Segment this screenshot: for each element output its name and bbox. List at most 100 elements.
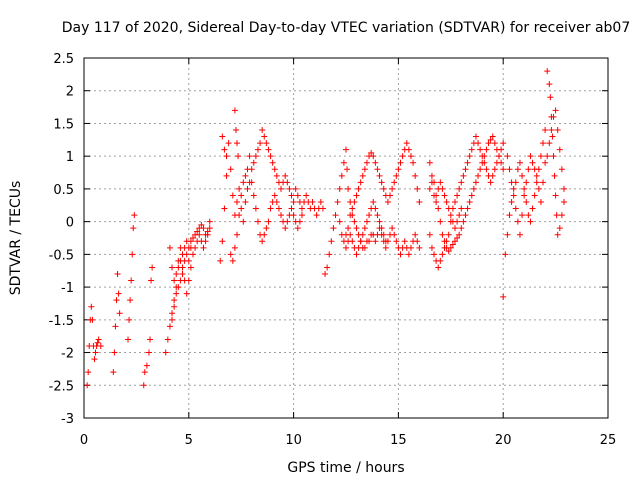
data-point: [387, 192, 394, 199]
data-point: [443, 238, 450, 245]
data-point: [273, 199, 280, 205]
data-point: [204, 231, 211, 238]
data-point: [366, 238, 373, 245]
data-point: [546, 81, 553, 88]
data-point: [426, 185, 433, 192]
data-point: [273, 172, 280, 179]
data-point: [187, 244, 194, 251]
data-point: [558, 166, 565, 173]
data-point: [556, 225, 563, 232]
data-point: [353, 192, 360, 199]
y-tick-label: 0: [66, 216, 74, 231]
data-point: [284, 179, 291, 186]
data-point: [336, 185, 343, 192]
data-point: [472, 133, 479, 140]
data-point: [428, 179, 435, 186]
data-point: [148, 277, 155, 284]
data-point: [493, 159, 500, 166]
data-point: [219, 238, 226, 245]
data-point: [334, 199, 341, 205]
data-point: [271, 166, 278, 173]
data-point: [173, 271, 180, 277]
data-point: [112, 323, 119, 330]
data-point: [428, 244, 435, 251]
data-point: [259, 127, 266, 133]
data-point: [225, 140, 232, 147]
data-point: [189, 235, 196, 241]
data-point: [110, 369, 117, 376]
data-point: [547, 94, 554, 101]
data-point: [328, 238, 335, 245]
y-tick-label: -2: [61, 347, 74, 362]
data-point: [129, 251, 136, 258]
data-point: [395, 166, 402, 173]
x-axis-label: GPS time / hours: [287, 460, 404, 476]
data-point: [229, 257, 236, 264]
data-point: [439, 251, 446, 258]
data-point: [271, 192, 278, 199]
data-point: [485, 140, 492, 147]
data-point: [451, 238, 458, 245]
data-point: [217, 257, 224, 264]
data-point: [487, 179, 494, 186]
data-point: [506, 166, 513, 173]
data-point: [355, 185, 362, 192]
data-point: [332, 212, 339, 219]
data-point: [94, 339, 101, 346]
data-point: [504, 153, 511, 160]
data-point: [491, 140, 498, 147]
data-point: [126, 316, 133, 323]
data-point: [231, 107, 238, 114]
data-point: [489, 133, 496, 140]
data-point: [196, 231, 203, 238]
data-point: [171, 297, 178, 304]
data-point: [389, 185, 396, 192]
data-point: [529, 159, 536, 166]
data-point: [458, 205, 465, 212]
data-point: [298, 212, 305, 219]
data-point: [531, 166, 538, 173]
data-point: [294, 225, 301, 232]
data-point: [363, 159, 370, 166]
data-point: [550, 153, 557, 160]
data-point: [149, 264, 156, 271]
data-point: [340, 159, 347, 166]
data-point: [464, 159, 471, 166]
data-point: [475, 172, 482, 179]
data-point: [510, 185, 517, 192]
data-point: [410, 159, 417, 166]
data-point: [535, 185, 542, 192]
data-point: [319, 205, 326, 212]
data-point: [537, 153, 544, 160]
data-point: [130, 225, 137, 232]
data-point: [88, 303, 95, 310]
data-point: [454, 235, 461, 241]
data-point: [412, 231, 419, 238]
y-tick-label: 2.5: [53, 52, 74, 67]
data-point: [202, 238, 209, 245]
data-point: [477, 166, 484, 173]
data-point: [416, 199, 423, 205]
data-point: [229, 192, 236, 199]
x-tick-label: 5: [185, 433, 193, 448]
data-point: [221, 205, 228, 212]
data-point: [551, 172, 558, 179]
data-point: [466, 199, 473, 205]
data-point: [508, 199, 515, 205]
data-point: [397, 159, 404, 166]
data-point: [527, 218, 534, 225]
data-point: [244, 185, 251, 192]
y-tick-label: -2.5: [49, 379, 74, 394]
data-point: [529, 205, 536, 212]
data-point: [472, 179, 479, 186]
data-points: [84, 68, 567, 389]
grid: [84, 58, 608, 418]
data-point: [403, 140, 410, 147]
data-point: [219, 133, 226, 140]
data-point: [458, 179, 465, 186]
data-point: [187, 264, 194, 271]
data-point: [470, 185, 477, 192]
data-point: [206, 218, 213, 225]
data-point: [263, 140, 270, 147]
